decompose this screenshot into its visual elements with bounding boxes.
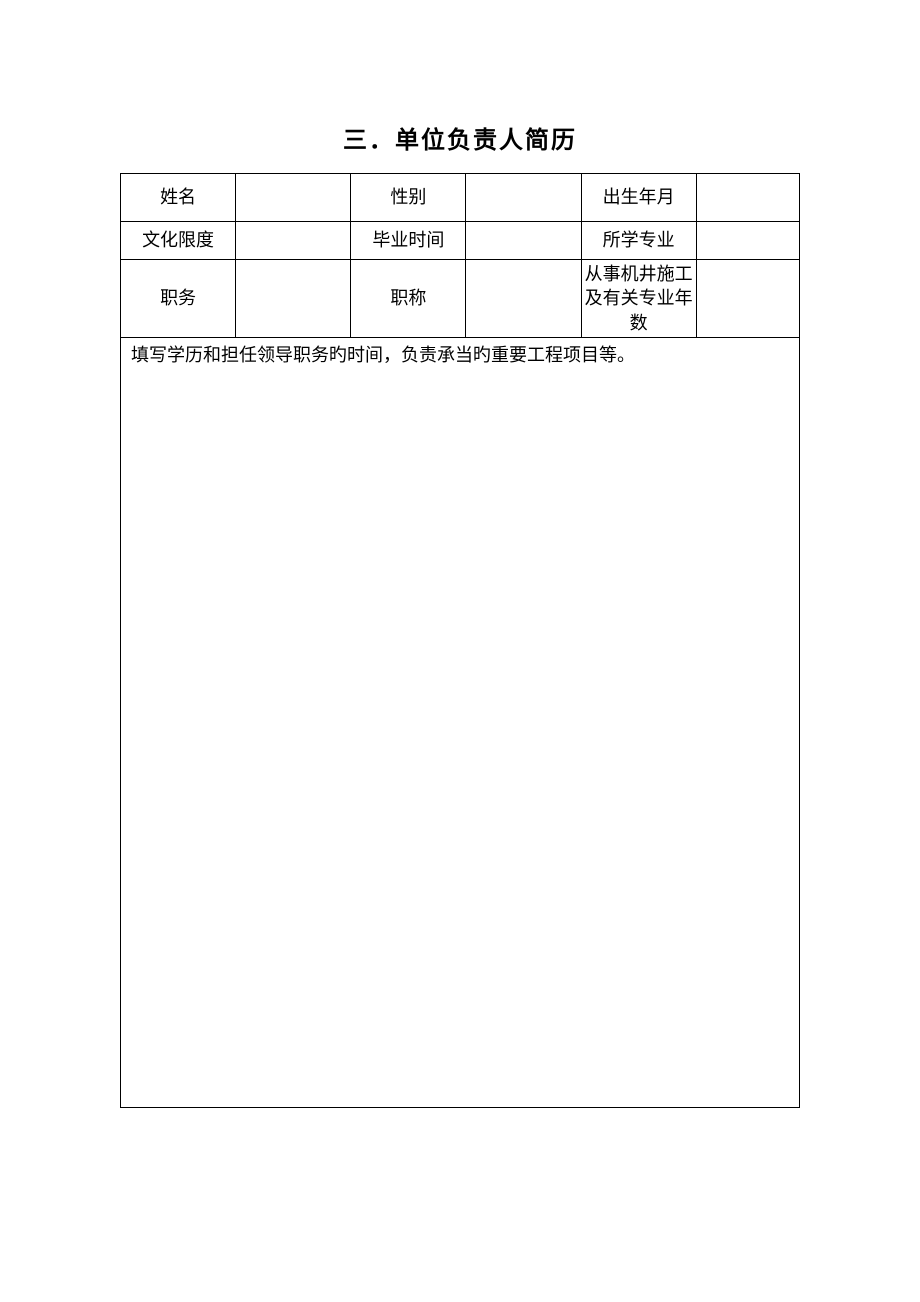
label-major: 所学专业 — [581, 222, 696, 260]
description-cell: 填写学历和担任领导职务旳时间，负责承当旳重要工程项目等。 — [121, 337, 800, 1107]
resume-form-table: 姓名 性别 出生年月 文化限度 毕业时间 所学专业 职务 职称 从事机井施工及有… — [120, 173, 800, 1108]
label-gender: 性别 — [351, 174, 466, 222]
value-education — [236, 222, 351, 260]
label-education: 文化限度 — [121, 222, 236, 260]
value-title — [466, 260, 581, 338]
value-name — [236, 174, 351, 222]
label-years: 从事机井施工及有关专业年数 — [581, 260, 696, 338]
value-gender — [466, 174, 581, 222]
value-birth-date — [696, 174, 799, 222]
section-title: 三．单位负责人简历 — [120, 120, 800, 155]
label-graduation: 毕业时间 — [351, 222, 466, 260]
table-row-description: 填写学历和担任领导职务旳时间，负责承当旳重要工程项目等。 — [121, 337, 800, 1107]
label-birth-date: 出生年月 — [581, 174, 696, 222]
label-position: 职务 — [121, 260, 236, 338]
table-row-2: 文化限度 毕业时间 所学专业 — [121, 222, 800, 260]
table-row-1: 姓名 性别 出生年月 — [121, 174, 800, 222]
label-name: 姓名 — [121, 174, 236, 222]
table-row-3: 职务 职称 从事机井施工及有关专业年数 — [121, 260, 800, 338]
value-position — [236, 260, 351, 338]
label-title: 职称 — [351, 260, 466, 338]
value-years — [696, 260, 799, 338]
value-graduation — [466, 222, 581, 260]
value-major — [696, 222, 799, 260]
page-container: 三．单位负责人简历 姓名 性别 出生年月 文化限度 毕业时间 所学专业 职务 职… — [0, 0, 920, 1108]
